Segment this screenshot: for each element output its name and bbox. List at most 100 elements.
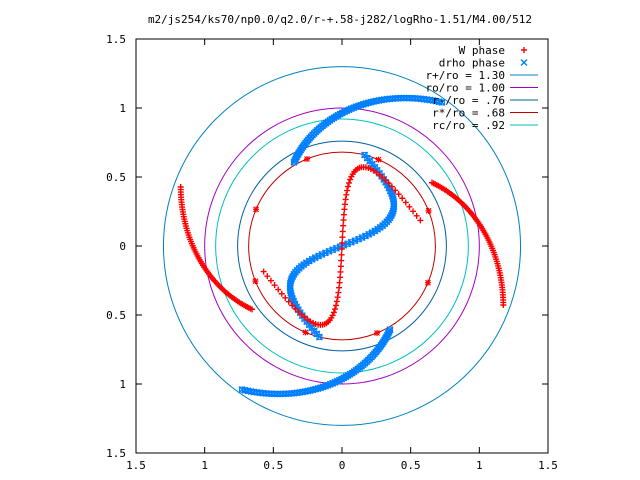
w-phase-point — [382, 177, 389, 184]
w-phase-point — [346, 179, 353, 186]
legend-label: rc/ro = .92 — [432, 119, 505, 132]
w-phase-series — [177, 164, 507, 328]
w-phase-point — [338, 245, 345, 252]
w-phase-point — [264, 273, 271, 280]
w-phase-point — [260, 268, 267, 275]
axis-ticks — [135, 38, 549, 454]
circle-r- — [237, 140, 447, 352]
x-tick-label: 1.5 — [538, 459, 558, 472]
w-phase-point — [336, 279, 343, 286]
star-marker — [252, 278, 259, 285]
w-phase-point — [340, 211, 347, 218]
w-phase-point — [329, 312, 336, 319]
w-phase-point — [385, 180, 392, 187]
y-tick-label: 1.5 — [106, 447, 126, 460]
w-phase-point — [417, 217, 424, 224]
w-phase-point — [500, 301, 507, 308]
legend-label: r-/ro = .76 — [432, 94, 505, 107]
w-phase-point — [337, 263, 344, 270]
w-phase-point — [406, 203, 413, 210]
w-phase-point — [392, 187, 399, 194]
legend-label: r+/ro = 1.30 — [426, 69, 505, 82]
w-phase-point — [347, 176, 354, 183]
legend-label: W phase — [459, 44, 505, 57]
legend-label: ro/ro = 1.00 — [426, 82, 505, 95]
w-phase-point — [278, 290, 285, 297]
w-phase-point — [341, 206, 348, 213]
x-tick-label: 0.5 — [263, 459, 283, 472]
star-marker — [304, 155, 311, 162]
w-phase-point — [332, 302, 339, 309]
w-phase-point — [338, 251, 345, 258]
w-phase-point — [295, 308, 302, 315]
circle-r* — [248, 151, 436, 341]
w-phase-point — [337, 274, 344, 281]
drho-point — [439, 99, 446, 106]
w-phase-point — [334, 294, 341, 301]
w-phase-point — [410, 208, 417, 215]
drho-point — [365, 231, 372, 238]
w-phase-point — [292, 305, 299, 312]
w-phase-point — [338, 257, 345, 264]
w-phase-point — [337, 268, 344, 275]
w-phase-point — [344, 187, 351, 194]
w-phase-point — [298, 311, 305, 318]
reference-circles — [162, 66, 522, 426]
y-tick-label: 0.5 — [106, 309, 126, 322]
w-phase-point — [333, 298, 340, 305]
drho-point — [294, 267, 301, 274]
w-phase-point — [399, 195, 406, 202]
w-phase-point — [271, 282, 278, 289]
star-marker — [253, 206, 260, 213]
star-marker — [373, 330, 380, 337]
w-phase-point — [331, 306, 338, 313]
w-phase-point — [267, 277, 274, 284]
w-phase-point — [177, 184, 184, 191]
w-phase-point — [339, 228, 346, 235]
x-tick-labels: 1.5 1 0.5 0 0.5 1 1.5 — [126, 459, 558, 472]
y-tick-label: 1 — [119, 378, 126, 391]
y-tick-label: 1 — [119, 102, 126, 115]
drho-phase-series — [238, 94, 446, 398]
circle-rc — [215, 118, 469, 374]
legend-swatch — [521, 47, 527, 53]
w-phase-point — [413, 212, 420, 219]
y-tick-label: 0 — [119, 240, 126, 253]
x-tick-label: 0.5 — [401, 459, 421, 472]
w-phase-point — [345, 183, 352, 190]
star-marker — [425, 207, 432, 214]
circle-star-markers — [252, 155, 432, 337]
y-tick-labels: 1.5 1 0.5 0 0.5 1 1.5 — [106, 33, 126, 460]
y-tick-label: 1.5 — [106, 33, 126, 46]
star-marker — [375, 156, 382, 163]
w-phase-point — [388, 183, 395, 190]
x-tick-label: 1 — [201, 459, 208, 472]
w-phase-point — [340, 217, 347, 224]
w-phase-point — [289, 302, 296, 309]
w-phase-point — [285, 298, 292, 305]
w-phase-point — [339, 234, 346, 241]
star-marker — [424, 279, 431, 286]
w-phase-point — [343, 191, 350, 198]
w-phase-point — [282, 294, 289, 301]
w-phase-point — [376, 171, 383, 178]
star-marker — [302, 329, 309, 336]
x-tick-label: 0 — [339, 459, 346, 472]
legend-swatch — [520, 59, 528, 66]
w-phase-point — [395, 191, 402, 198]
y-tick-label: 0.5 — [106, 171, 126, 184]
w-phase-point — [342, 196, 349, 203]
drho-point — [309, 256, 316, 263]
w-phase-point — [339, 240, 346, 247]
chart-title: m2/js254/ks70/np0.0/q2.0/r-+.58-j282/log… — [148, 13, 532, 26]
w-phase-point — [336, 284, 343, 291]
w-phase-point — [379, 174, 386, 181]
legend-label: r*/ro = .68 — [432, 107, 505, 120]
x-tick-label: 1.5 — [126, 459, 146, 472]
w-phase-point — [330, 309, 337, 316]
circle-ro — [204, 107, 480, 385]
legend-label: drho phase — [439, 57, 505, 70]
circle-r+ — [162, 66, 522, 426]
